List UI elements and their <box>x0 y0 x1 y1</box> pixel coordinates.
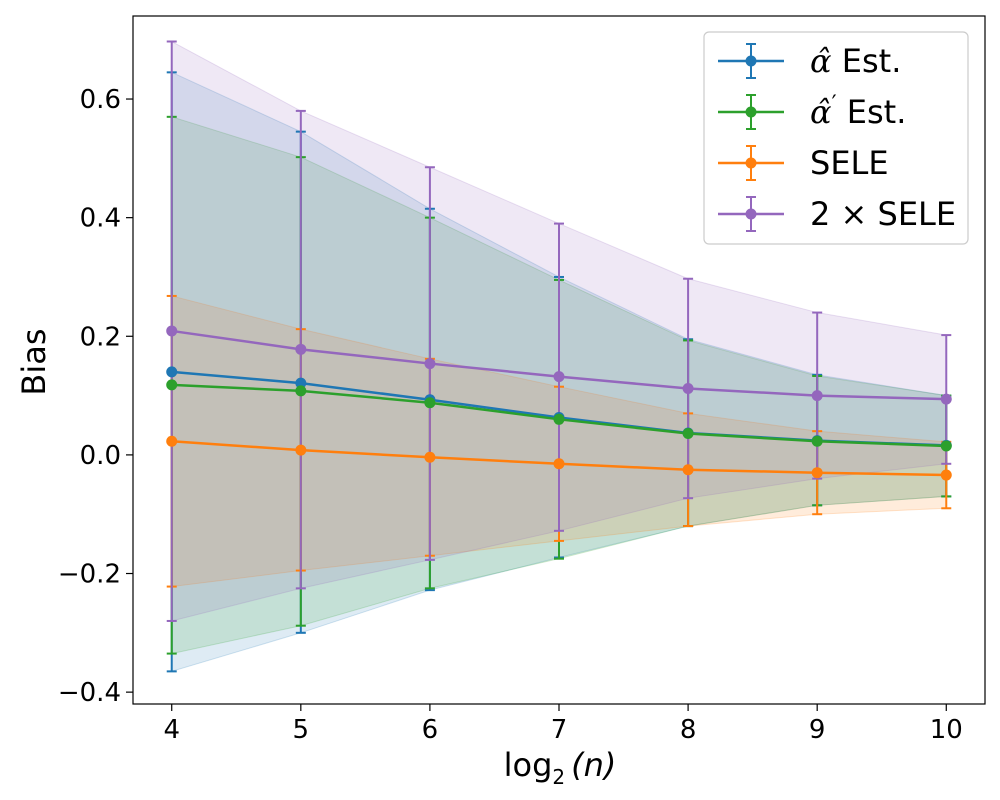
legend-entry-alpha-hat-prime: α̂′ Est. <box>718 92 906 131</box>
point-alpha-hat-prime <box>424 397 436 409</box>
legend-label-sele: SELE <box>810 144 889 182</box>
x-axis-label: log2 (n) <box>504 746 617 789</box>
y-tick-label: −0.4 <box>58 678 121 708</box>
legend-entry-alpha-hat: α̂ Est. <box>718 42 901 80</box>
legend-marker-sele <box>745 157 757 169</box>
point-sele <box>940 469 952 481</box>
x-tick-label: 6 <box>422 715 439 745</box>
legend: α̂ Est. α̂′ Est. SELE 2 × SELE <box>703 31 969 245</box>
x-tick-label: 9 <box>809 715 826 745</box>
point-two-sele <box>424 358 436 370</box>
point-alpha-hat-prime <box>682 428 694 440</box>
point-sele <box>811 467 823 479</box>
y-tick-label: −0.2 <box>58 560 121 590</box>
point-two-sele <box>811 390 823 402</box>
point-sele <box>424 451 436 463</box>
point-two-sele <box>682 382 694 394</box>
y-tick-label: 0.2 <box>80 322 121 352</box>
x-tick-label: 5 <box>293 715 310 745</box>
point-sele <box>295 444 307 456</box>
y-axis-label: Bias <box>15 328 53 395</box>
point-sele <box>682 464 694 476</box>
y-tick-label: 0.4 <box>80 204 121 234</box>
point-two-sele <box>295 343 307 355</box>
legend-box <box>703 31 969 245</box>
point-alpha-hat-prime <box>940 440 952 452</box>
point-two-sele <box>166 325 178 337</box>
point-alpha-hat-prime <box>295 385 307 397</box>
point-sele <box>166 435 178 447</box>
legend-label-alpha-hat: α̂ Est. <box>810 42 901 80</box>
point-sele <box>553 458 565 470</box>
series-points <box>166 325 952 481</box>
legend-marker-alpha-hat <box>745 55 757 67</box>
legend-marker-two-sele <box>745 208 757 220</box>
legend-label-alpha-hat-prime: α̂′ Est. <box>810 92 906 131</box>
point-alpha-hat <box>166 366 178 378</box>
legend-label-two-sele: 2 × SELE <box>810 195 956 233</box>
x-tick-label: 8 <box>680 715 697 745</box>
x-tick-label: 4 <box>163 715 180 745</box>
legend-entry-sele: SELE <box>718 144 889 182</box>
point-two-sele <box>553 371 565 383</box>
y-axis-ticks: −0.4 −0.2 0.0 0.2 0.4 0.6 <box>58 85 133 708</box>
point-alpha-hat <box>295 377 307 389</box>
x-tick-label: 10 <box>930 715 963 745</box>
x-tick-label: 7 <box>551 715 568 745</box>
point-alpha-hat-prime <box>811 435 823 447</box>
point-two-sele <box>940 393 952 405</box>
legend-entry-two-sele: 2 × SELE <box>718 195 956 233</box>
legend-marker-alpha-hat-prime <box>745 106 757 118</box>
y-tick-label: 0.0 <box>80 441 121 471</box>
x-axis-ticks: 4 5 6 7 8 9 10 <box>163 704 963 745</box>
point-alpha-hat-prime <box>166 379 178 391</box>
y-tick-label: 0.6 <box>80 85 121 115</box>
point-alpha-hat-prime <box>553 413 565 425</box>
